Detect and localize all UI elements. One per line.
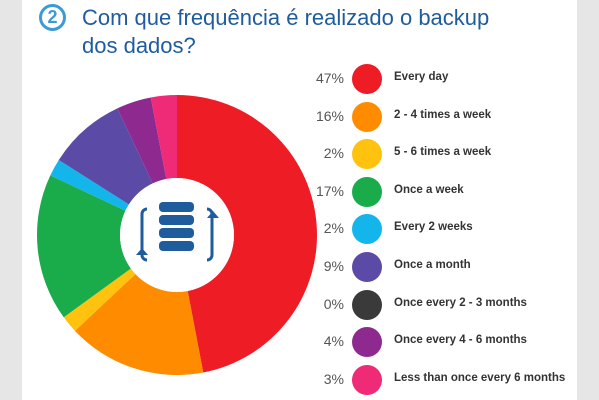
legend-percent: 16% bbox=[315, 107, 344, 124]
legend-label: Once every 2 - 3 months bbox=[394, 296, 527, 309]
legend-label: 5 - 6 times a week bbox=[394, 146, 492, 159]
legend-item: 0% Once every 2 - 3 months bbox=[22, 289, 577, 320]
legend-item: 16% 2 - 4 times a week bbox=[22, 101, 577, 132]
legend-percent: 3% bbox=[323, 370, 344, 387]
legend-percent: 4% bbox=[323, 333, 344, 350]
chart-title: Com que frequência é realizado o backup … bbox=[82, 5, 490, 58]
donut-slice-8 bbox=[150, 95, 177, 180]
legend-percent: 2% bbox=[323, 220, 344, 237]
legend-percent: 47% bbox=[315, 70, 344, 86]
donut-slice-0 bbox=[177, 95, 318, 373]
donut-slice-4 bbox=[50, 159, 129, 211]
donut-slice-7 bbox=[117, 97, 167, 184]
legend-item: 2% 5 - 6 times a week bbox=[22, 139, 577, 170]
legend-percent: 2% bbox=[323, 145, 344, 162]
chart-card: 2 Com que frequência é realizado o backu… bbox=[22, 0, 577, 400]
legend-label: Once every 4 - 6 months bbox=[394, 334, 527, 347]
legend-item: 17% Once a week bbox=[22, 176, 577, 207]
donut-chart bbox=[37, 95, 318, 375]
donut-slice-1 bbox=[74, 274, 204, 375]
legend-item: 47% Every day bbox=[22, 64, 577, 94]
legend-percent: 9% bbox=[323, 258, 344, 274]
legend-item: 3% Less than once every 6 months bbox=[22, 364, 577, 395]
legend-swatch bbox=[352, 176, 382, 207]
legend-swatch bbox=[352, 101, 382, 132]
legend-swatch bbox=[352, 327, 382, 358]
donut-slice-3 bbox=[37, 175, 131, 318]
legend-swatch bbox=[352, 289, 382, 320]
legend-swatch bbox=[352, 214, 382, 245]
legend-swatch bbox=[352, 64, 382, 94]
legend-label: Once a week bbox=[394, 183, 464, 196]
legend-label: Once a month bbox=[394, 259, 471, 271]
legend-percent: 17% bbox=[315, 182, 344, 199]
legend-label: 2 - 4 times a week bbox=[394, 108, 492, 121]
legend-item: 4% Once every 4 - 6 months bbox=[22, 327, 577, 358]
database-backup-icon bbox=[120, 178, 234, 292]
legend-swatch bbox=[352, 252, 382, 282]
legend-label: Less than once every 6 months bbox=[394, 371, 566, 384]
donut-slice-2 bbox=[63, 268, 136, 331]
donut-slice-5 bbox=[58, 108, 153, 205]
legend-item: 2% Every 2 weeks bbox=[22, 214, 577, 245]
legend-label: Every day bbox=[394, 71, 449, 83]
question-number-badge: 2 bbox=[39, 4, 66, 31]
legend-swatch bbox=[352, 364, 382, 395]
legend-percent: 0% bbox=[323, 295, 344, 312]
legend-label: Every 2 weeks bbox=[394, 221, 473, 234]
legend-item: 9% Once a month bbox=[22, 252, 577, 282]
legend-swatch bbox=[352, 139, 382, 170]
